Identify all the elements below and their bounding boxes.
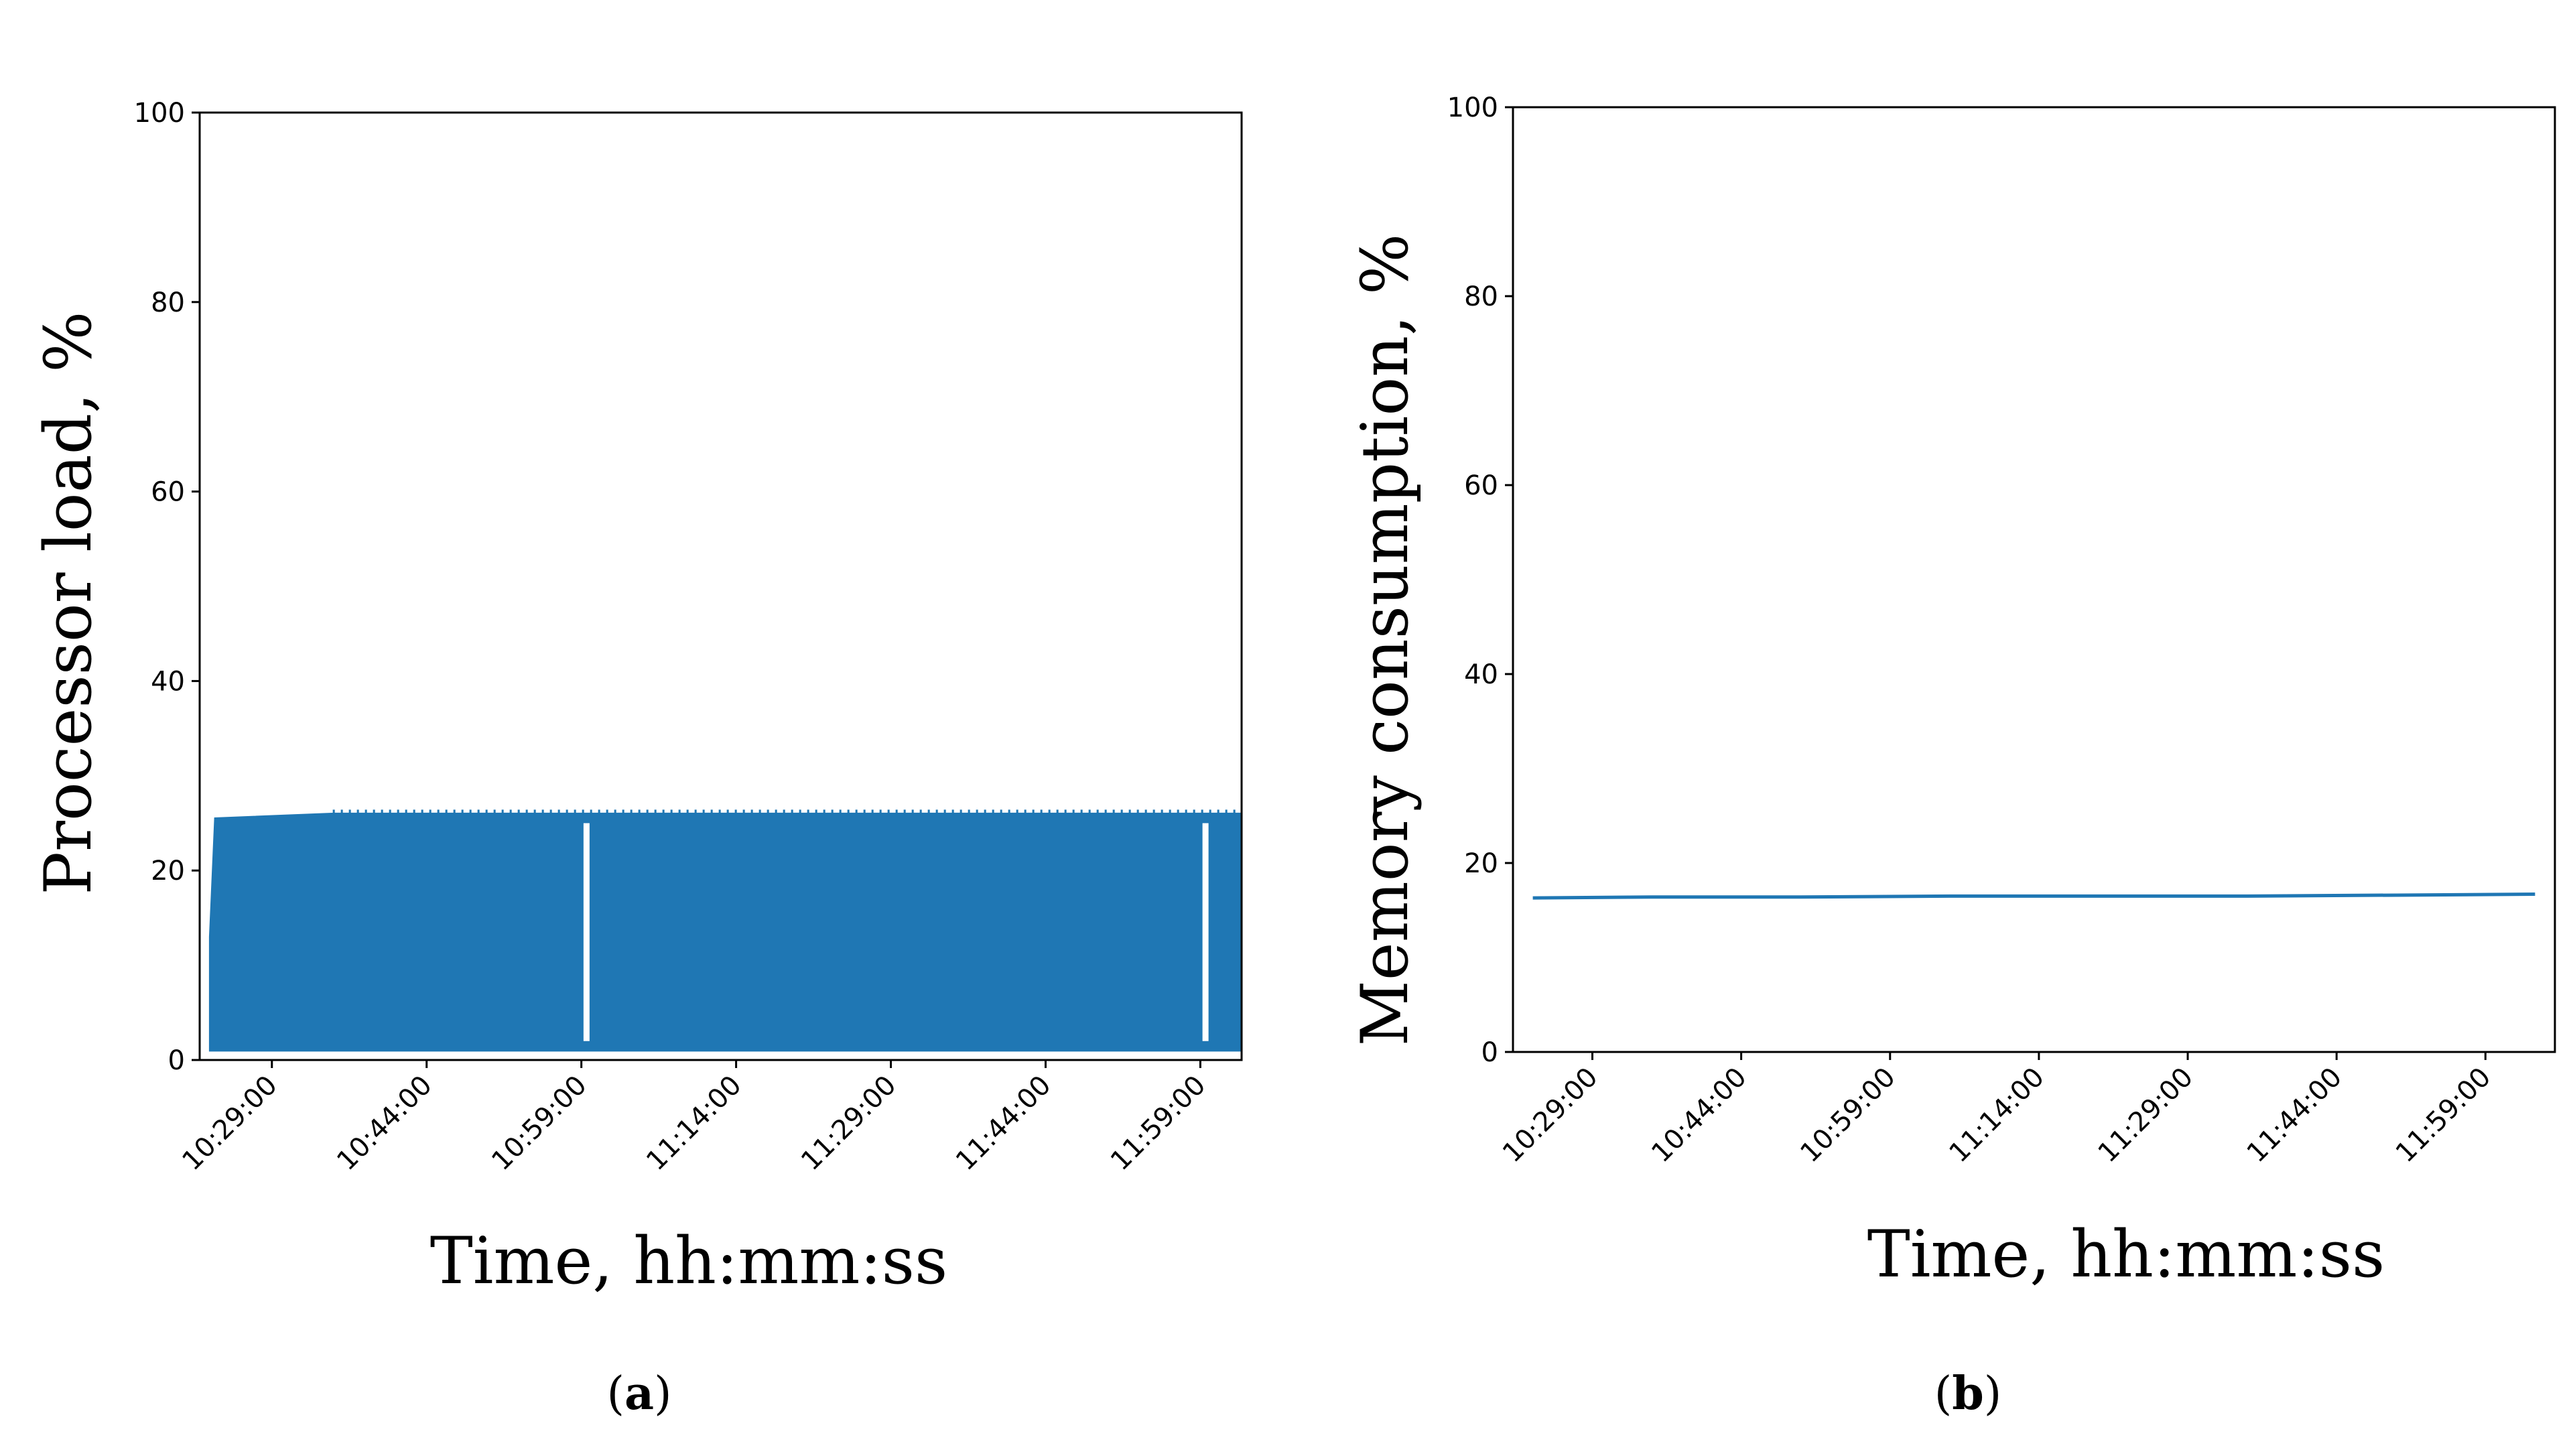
processor-load-spikes [332,809,1236,814]
y-tick-label: 0 [168,1045,185,1076]
panel-caption-letter: b [1952,1367,1984,1420]
y-tick-label: 80 [1464,281,1498,312]
y-tick-label: 100 [1447,92,1498,123]
y-tick-label: 40 [151,666,185,697]
panel-caption: (b) [1934,1367,2002,1420]
x-axis-label: Time, hh:mm:ss [430,1223,948,1299]
plot-frame [198,111,1243,1061]
y-tick-label: 20 [1464,848,1498,879]
y-tick-label: 100 [134,98,185,129]
y-tick-label: 40 [1464,659,1498,690]
memory-consumption-series [1532,892,2535,900]
y-tick-label: 60 [1464,470,1498,501]
x-axis-label: Time, hh:mm:ss [1867,1217,2385,1292]
y-tick-label: 20 [151,856,185,886]
processor-load-series [208,812,1243,1052]
panel-caption: (a) [606,1367,671,1420]
y-tick-label: 0 [1481,1037,1498,1068]
y-tick-label: 80 [151,287,185,318]
y-tick-label: 60 [151,477,185,508]
panel-caption-letter: a [624,1367,654,1420]
plot-frame [1512,106,2556,1053]
y-axis-label: Memory consumption, % [1347,234,1423,1047]
y-axis-label: Processor load, % [31,311,106,895]
